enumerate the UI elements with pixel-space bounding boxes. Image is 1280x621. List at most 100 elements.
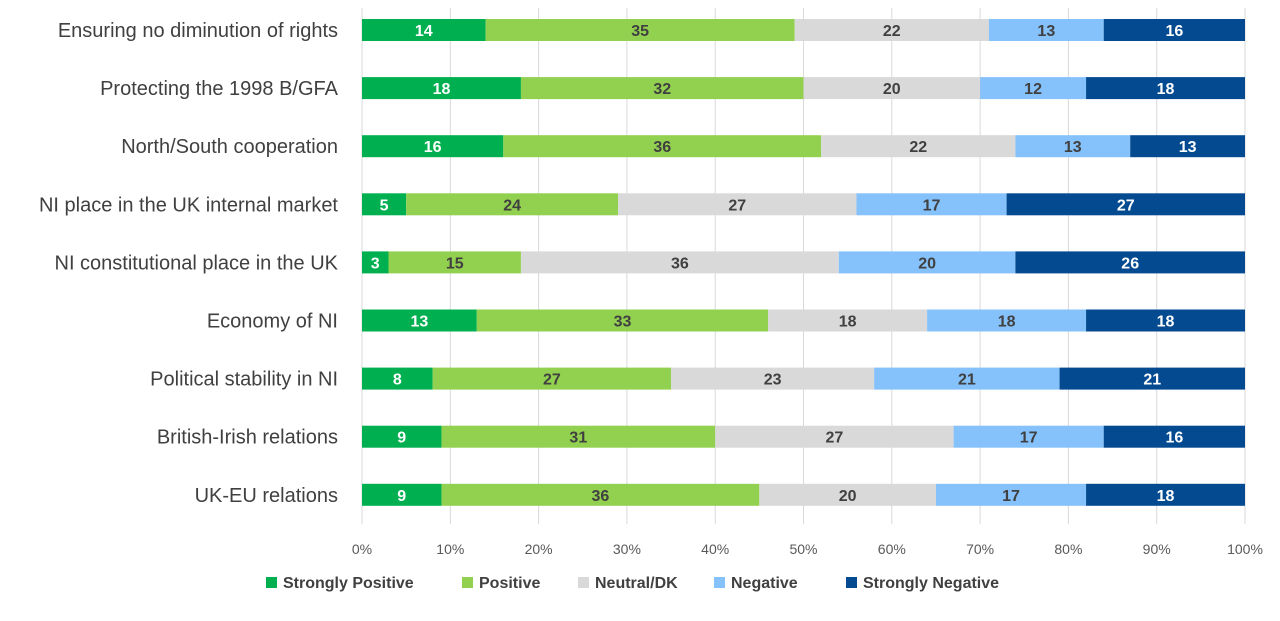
bar-segment xyxy=(432,367,672,390)
legend-label: Strongly Positive xyxy=(283,575,414,592)
data-label: 9 xyxy=(397,488,406,505)
bar-segment xyxy=(1130,135,1245,158)
bar-segment xyxy=(1059,367,1245,390)
bar-segment xyxy=(503,135,822,158)
bar-segment xyxy=(1086,309,1245,332)
data-label: 9 xyxy=(397,430,406,447)
x-tick-label: 30% xyxy=(613,541,641,557)
bar-segment xyxy=(362,77,521,100)
bar-segment xyxy=(980,77,1087,100)
bar-segment xyxy=(1015,135,1131,158)
legend-label: Positive xyxy=(479,575,540,592)
data-label: 27 xyxy=(728,197,746,214)
legend-swatch xyxy=(578,577,589,588)
data-label: 17 xyxy=(923,197,941,214)
x-tick-label: 70% xyxy=(966,541,994,557)
data-label: 18 xyxy=(998,314,1016,331)
bar-segment xyxy=(1103,19,1245,41)
category-label: UK-EU relations xyxy=(195,485,338,507)
bar-segment xyxy=(520,77,804,100)
data-label: 24 xyxy=(503,197,521,214)
data-label: 18 xyxy=(1157,314,1175,331)
legend-label: Strongly Negative xyxy=(863,575,999,592)
bar-segment xyxy=(520,251,839,274)
data-label: 8 xyxy=(393,372,402,389)
data-label: 18 xyxy=(1157,488,1175,505)
data-label: 13 xyxy=(1179,139,1197,156)
data-label: 21 xyxy=(958,372,976,389)
bar-segment xyxy=(1015,251,1245,274)
legend-swatch xyxy=(714,577,725,588)
data-label: 27 xyxy=(1117,197,1135,214)
bar-segment xyxy=(362,425,442,448)
bar-segment xyxy=(768,309,928,332)
data-label: 13 xyxy=(1037,23,1055,40)
data-label: 18 xyxy=(1157,81,1175,98)
data-label: 32 xyxy=(653,81,671,98)
data-label: 20 xyxy=(839,488,857,505)
category-label: Ensuring no diminution of rights xyxy=(58,20,338,42)
data-label: 17 xyxy=(1020,430,1038,447)
data-label: 36 xyxy=(671,255,689,272)
data-label: 17 xyxy=(1002,488,1020,505)
data-label: 21 xyxy=(1143,372,1161,389)
data-label: 14 xyxy=(415,23,433,40)
bar-segment xyxy=(441,483,760,506)
bar-segment xyxy=(759,483,936,506)
x-tick-label: 60% xyxy=(878,541,906,557)
x-tick-label: 20% xyxy=(525,541,553,557)
data-label: 16 xyxy=(1165,23,1183,40)
category-label: NI place in the UK internal market xyxy=(39,194,338,216)
bar-segment xyxy=(476,309,769,332)
category-label: North/South cooperation xyxy=(121,136,338,158)
bar-segment xyxy=(803,77,981,100)
bar-segment xyxy=(874,367,1060,390)
x-tick-label: 10% xyxy=(436,541,464,557)
bar-segment xyxy=(618,193,857,216)
bar-segment xyxy=(388,251,521,274)
data-label: 20 xyxy=(918,255,936,272)
x-tick-label: 50% xyxy=(789,541,817,557)
bar-segment xyxy=(362,309,477,332)
legend-swatch xyxy=(266,577,277,588)
bar-segment xyxy=(856,193,1007,216)
bar-segment xyxy=(362,193,407,216)
bar-segment xyxy=(485,19,795,41)
data-label: 15 xyxy=(446,255,464,272)
bar-segment xyxy=(406,193,619,216)
bar-segment xyxy=(953,425,1104,448)
bar-segment xyxy=(1086,483,1245,506)
category-label: Political stability in NI xyxy=(150,369,338,391)
bar-segment xyxy=(362,135,504,158)
category-label: Protecting the 1998 B/GFA xyxy=(100,78,339,100)
x-tick-label: 100% xyxy=(1227,541,1263,557)
x-tick-label: 40% xyxy=(701,541,729,557)
bar-segment xyxy=(927,309,1087,332)
bar-segment xyxy=(794,19,989,41)
data-label: 36 xyxy=(653,139,671,156)
data-label: 36 xyxy=(592,488,610,505)
data-label: 27 xyxy=(826,430,844,447)
legend-swatch xyxy=(462,577,473,588)
data-label: 35 xyxy=(631,23,649,40)
bar-segment xyxy=(821,135,1016,158)
data-label: 3 xyxy=(371,255,380,272)
bar-segment xyxy=(362,483,442,506)
bar-segment xyxy=(988,19,1104,41)
data-label: 12 xyxy=(1024,81,1042,98)
category-label: Economy of NI xyxy=(207,311,338,333)
data-label: 18 xyxy=(433,81,451,98)
x-tick-label: 80% xyxy=(1054,541,1082,557)
data-label: 16 xyxy=(424,139,442,156)
x-tick-label: 90% xyxy=(1143,541,1171,557)
category-label: NI constitutional place in the UK xyxy=(55,252,339,274)
data-label: 22 xyxy=(883,23,901,40)
data-label: 13 xyxy=(410,314,428,331)
legend-label: Negative xyxy=(731,575,798,592)
x-tick-label: 0% xyxy=(352,541,372,557)
bar-segment xyxy=(441,425,716,448)
bar-segment xyxy=(1103,425,1245,448)
bar-segment xyxy=(362,367,433,390)
data-label: 23 xyxy=(764,372,782,389)
